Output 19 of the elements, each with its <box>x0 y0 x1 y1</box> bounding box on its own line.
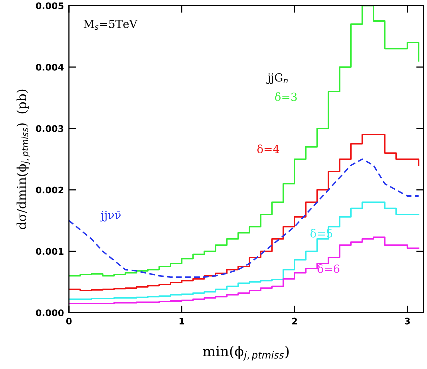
y-tick-label: 0.005 <box>36 2 64 10</box>
y-tick-label: 0.002 <box>36 186 64 194</box>
x-tick-label: 0 <box>66 318 72 325</box>
annotation: jjG$_{n}$ <box>266 73 288 84</box>
y-tick-label: 0.001 <box>36 248 64 256</box>
annotation: M$_{s}$=5TeV <box>84 20 138 30</box>
x-tick-label: 2 <box>292 318 298 325</box>
y-axis-title: dσ/dmin(ϕ$_{j,ptmiss}$) (pb) <box>16 90 30 230</box>
line-series <box>69 158 420 278</box>
y-tick-label: 0.004 <box>36 64 64 71</box>
text: δ=3 <box>275 92 297 102</box>
series-label: δ=6 <box>318 264 340 274</box>
y-tick-label: 0.000 <box>36 310 64 316</box>
y-tick-label: 0.003 <box>36 125 64 132</box>
x-tick-label: 1 <box>180 318 185 325</box>
x-axis-title: min(ϕ$_{j,ptmiss}$) <box>203 346 289 361</box>
text: δ=4 <box>258 144 280 154</box>
x-tick-label: 3 <box>405 318 410 325</box>
series-label: jjνν̄ <box>100 210 121 222</box>
